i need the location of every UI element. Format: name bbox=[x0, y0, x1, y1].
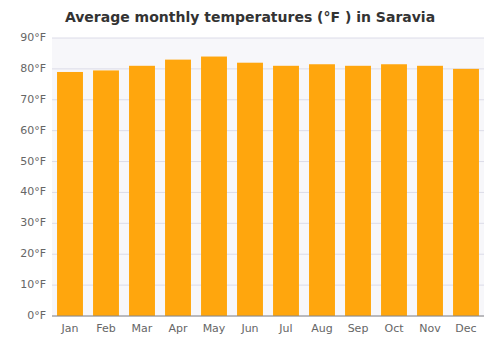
y-tick-label: 80°F bbox=[20, 62, 46, 75]
x-tick-label: Feb bbox=[96, 322, 115, 335]
x-tick-label: May bbox=[203, 322, 226, 335]
y-tick-label: 0°F bbox=[27, 309, 46, 322]
y-tick-label: 10°F bbox=[20, 278, 46, 291]
y-tick-label: 30°F bbox=[20, 216, 46, 229]
x-tick-label: Dec bbox=[455, 322, 476, 335]
chart-container: 0°F 10°F 20°F 30°F 40°F 50°F 60°F 70°F 80°F 90°F J… bbox=[0, 0, 500, 350]
bar bbox=[201, 57, 227, 316]
y-tick-label: 70°F bbox=[20, 93, 46, 106]
y-axis: 0°F 10°F 20°F 30°F 40°F 50°F 60°F 70°F 80°F 90°F bbox=[20, 31, 484, 322]
y-tick-label: 60°F bbox=[20, 124, 46, 137]
bar bbox=[237, 63, 263, 316]
bar bbox=[129, 66, 155, 316]
grid-line bbox=[52, 38, 484, 39]
x-tick-label: Oct bbox=[384, 322, 404, 335]
x-axis-line bbox=[52, 316, 484, 317]
x-tick-label: Jul bbox=[278, 322, 292, 335]
x-tick-label: Aug bbox=[311, 322, 332, 335]
chart: 0°F 10°F 20°F 30°F 40°F 50°F 60°F 70°F 80°F 90°F J… bbox=[0, 0, 500, 350]
x-tick-label: Jan bbox=[61, 322, 79, 335]
bar bbox=[93, 70, 119, 316]
bar bbox=[165, 60, 191, 316]
chart-title: Average monthly temperatures (°F ) in Sa… bbox=[65, 9, 435, 25]
x-tick-label: Nov bbox=[419, 322, 441, 335]
bars bbox=[57, 57, 479, 316]
x-axis: Jan Feb Mar Apr May Jun Jul Aug Sep Oct Nov Dec bbox=[52, 316, 484, 335]
x-tick-label: Sep bbox=[348, 322, 369, 335]
bar bbox=[345, 66, 371, 316]
bar bbox=[309, 64, 335, 316]
y-tick-label: 40°F bbox=[20, 185, 46, 198]
x-tick-label: Mar bbox=[132, 322, 153, 335]
y-tick-label: 20°F bbox=[20, 247, 46, 260]
x-tick-label: Jun bbox=[240, 322, 258, 335]
bar bbox=[381, 64, 407, 316]
y-tick-label: 50°F bbox=[20, 155, 46, 168]
x-tick-label: Apr bbox=[168, 322, 188, 335]
grid-line bbox=[52, 316, 484, 317]
bar bbox=[273, 66, 299, 316]
bar bbox=[57, 72, 83, 316]
plot-background bbox=[52, 38, 484, 316]
bar bbox=[453, 69, 479, 316]
y-tick-label: 90°F bbox=[20, 31, 46, 44]
bar bbox=[417, 66, 443, 316]
